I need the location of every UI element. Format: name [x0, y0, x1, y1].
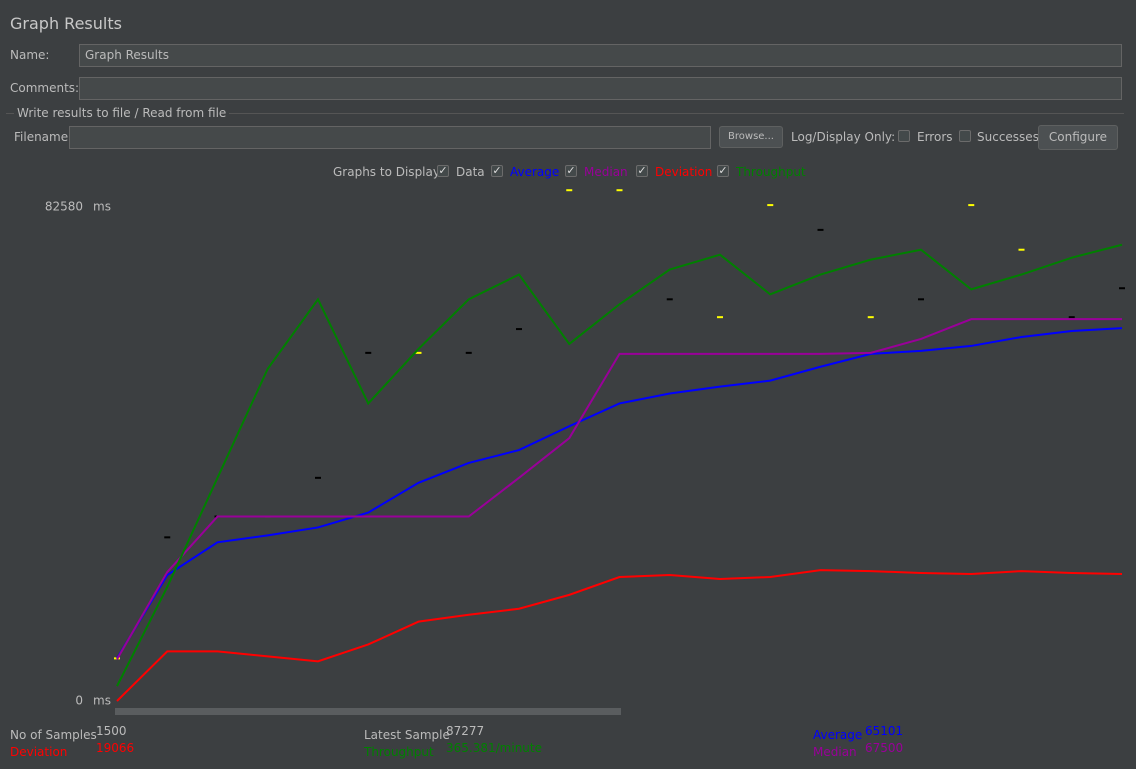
series-line [116, 327, 1123, 659]
stat-value: 67500 [865, 741, 904, 755]
data-point [616, 189, 623, 192]
errors-checkbox[interactable] [898, 130, 910, 142]
stat-label: No of Samples [10, 728, 97, 742]
legend-label: Deviation [655, 165, 713, 179]
graph-checkbox[interactable]: ✓ [717, 164, 729, 177]
data-point [164, 536, 171, 539]
data-point [666, 298, 673, 301]
y-unit: ms [93, 200, 111, 214]
legend-label: Median [584, 165, 628, 179]
group-label: Write results to file / Read from file [14, 106, 230, 120]
legend-label: Average [510, 165, 560, 179]
stat-value: 365.381/minute [446, 741, 542, 755]
data-point [1018, 248, 1025, 251]
graph-checkbox[interactable]: ✓ [565, 164, 577, 177]
stat-label: Throughput [364, 745, 434, 759]
errors-label: Errors [917, 130, 953, 144]
stat-value: 87277 [446, 724, 485, 738]
data-point [465, 351, 472, 354]
data-point [315, 476, 321, 479]
series-line [116, 569, 1123, 702]
data-point [415, 351, 422, 354]
stat-value: 19066 [96, 741, 135, 755]
data-point [1119, 287, 1125, 290]
graph-checkbox[interactable]: ✓ [491, 164, 503, 177]
data-point [717, 316, 723, 319]
stat-label: Median [813, 745, 857, 759]
stat-label: Deviation [10, 745, 68, 759]
filename-label: Filename [14, 130, 69, 144]
graphs-label: Graphs to Display [333, 165, 440, 179]
panel-title: Graph Results [10, 14, 122, 33]
data-point [968, 204, 975, 207]
data-point [365, 351, 372, 354]
scrollbar [115, 708, 621, 715]
configure-button[interactable]: Configure [1038, 125, 1118, 150]
comments-input[interactable] [79, 77, 1122, 100]
successes-label: Successes [977, 130, 1039, 144]
y-tick-label: 82580 [45, 200, 83, 214]
stat-value: 1500 [96, 724, 127, 738]
legend-label: Data [456, 165, 485, 179]
name-input[interactable]: Graph Results [79, 44, 1122, 67]
graph-checkbox[interactable]: ✓ [437, 164, 449, 177]
data-point [767, 204, 774, 207]
y-tick-label: 0 [75, 694, 83, 708]
successes-checkbox[interactable] [959, 130, 971, 142]
comments-label: Comments: [10, 81, 80, 95]
browse-button[interactable]: Browse... [719, 126, 783, 148]
data-point [867, 316, 874, 319]
series-line [116, 318, 1122, 660]
name-label: Name: [10, 48, 50, 62]
log-display-label: Log/Display Only: [791, 130, 896, 144]
data-point [817, 228, 824, 231]
graph-checkbox[interactable]: ✓ [636, 164, 648, 177]
data-point [516, 328, 522, 331]
legend-label: Throughput [736, 165, 806, 179]
data-point [1068, 316, 1075, 319]
stat-label: Average [813, 728, 863, 742]
stat-value: 65101 [865, 724, 904, 738]
data-point [566, 189, 573, 192]
group-border [6, 113, 1124, 114]
series-line [116, 243, 1123, 687]
data-point [918, 298, 924, 301]
filename-input[interactable] [69, 126, 711, 149]
y-unit: ms [93, 694, 111, 708]
stat-label: Latest Sample [364, 728, 450, 742]
